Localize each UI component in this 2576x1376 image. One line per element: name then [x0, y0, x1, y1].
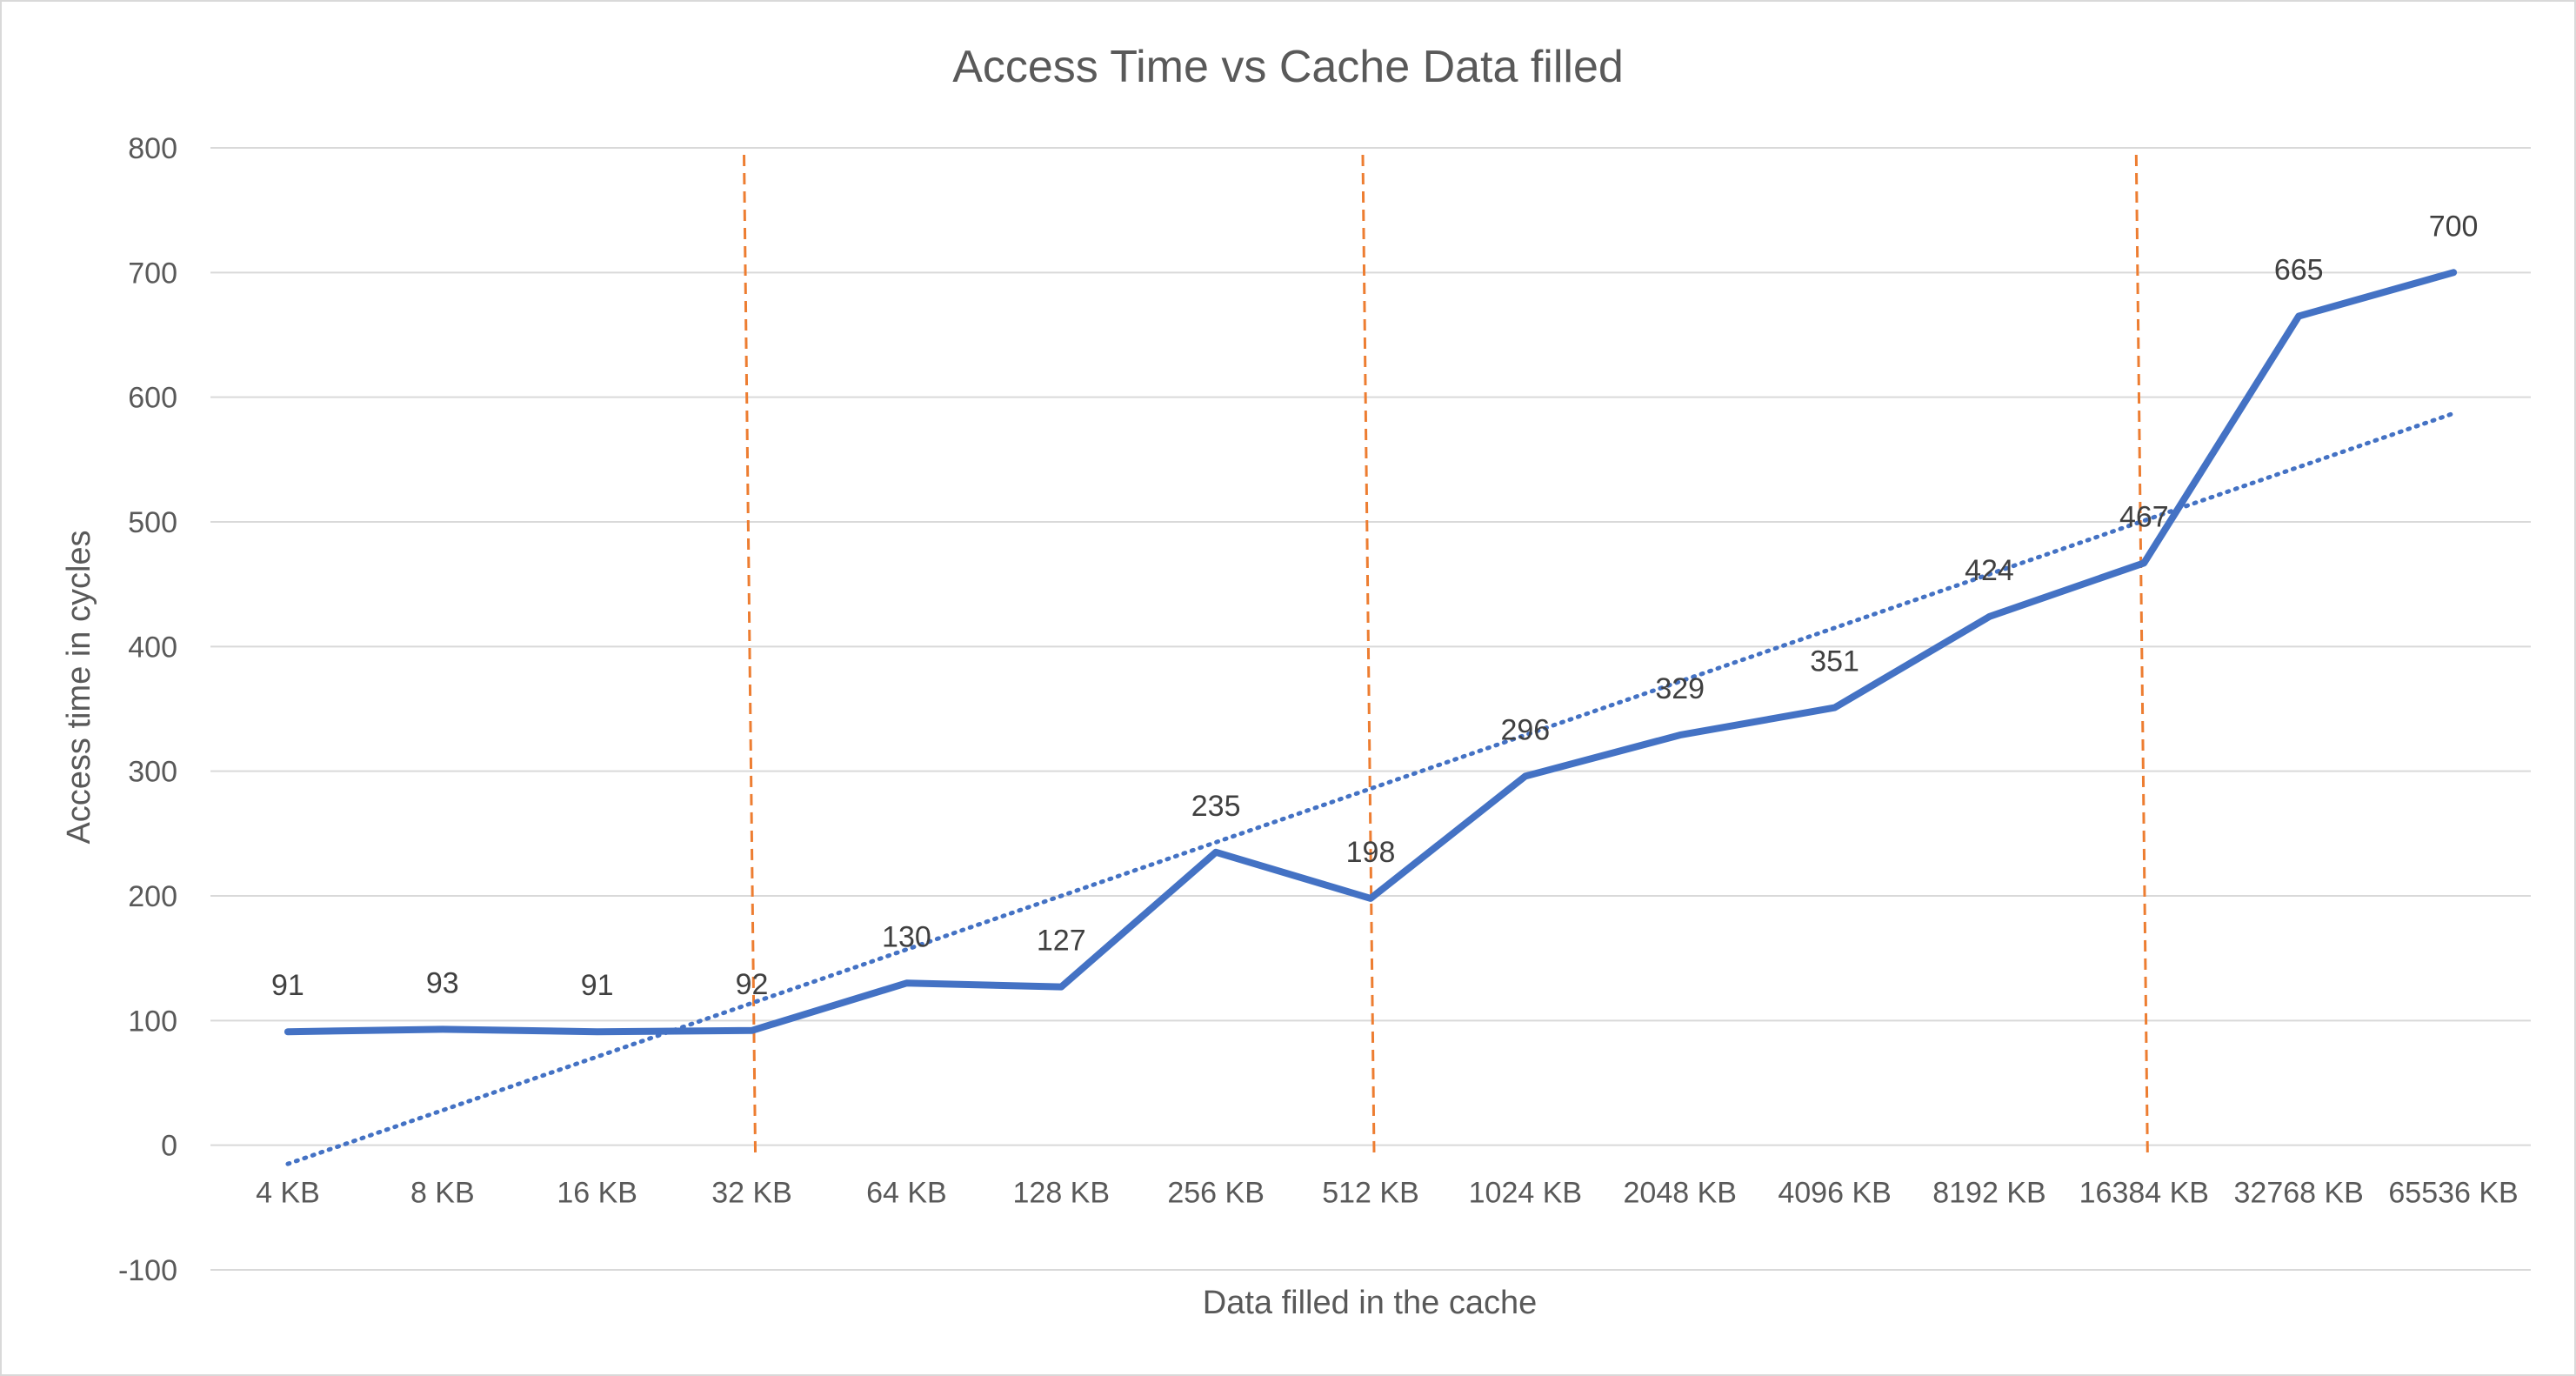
x-tick-label: 512 KB	[1322, 1177, 1419, 1210]
data-label: 91	[271, 969, 304, 1002]
x-tick-label: 65536 KB	[2388, 1177, 2518, 1210]
x-tick-label: 8192 KB	[1932, 1177, 2045, 1210]
y-axis-ticks: -100 0 100 200 300 400 500 600 700 800	[118, 132, 177, 1287]
data-label: 665	[2274, 254, 2324, 287]
y-tick-label: 600	[128, 382, 177, 415]
data-label: 91	[581, 969, 614, 1002]
y-axis-title: Access time in cycles	[61, 530, 97, 844]
data-label: 235	[1191, 790, 1241, 823]
data-label: 92	[736, 968, 769, 1001]
data-label: 329	[1655, 672, 1705, 705]
series-line	[284, 269, 2458, 1036]
x-tick-label: 2048 KB	[1624, 1177, 1737, 1210]
y-tick-label: 400	[128, 631, 177, 664]
data-label: 130	[882, 920, 931, 953]
x-tick-label: 32768 KB	[2234, 1177, 2364, 1210]
x-tick-label: 8 KB	[410, 1177, 475, 1210]
y-tick-label: 700	[128, 257, 177, 290]
reference-lines	[743, 154, 2149, 1154]
x-tick-label: 4 KB	[256, 1177, 320, 1210]
reference-line	[743, 154, 757, 1154]
trendline-layer	[285, 411, 2456, 1166]
series-layer	[284, 269, 2458, 1036]
x-tick-label: 32 KB	[711, 1177, 792, 1210]
x-tick-label: 1024 KB	[1469, 1177, 1582, 1210]
data-label: 93	[426, 966, 459, 999]
data-label: 351	[1810, 645, 1859, 678]
x-axis-ticks: 4 KB 8 KB 16 KB 32 KB 64 KB 128 KB 256 KB 512 K…	[256, 1177, 2519, 1210]
data-label: 467	[2119, 500, 2169, 533]
y-tick-label: 200	[128, 880, 177, 913]
data-label: 296	[1500, 713, 1550, 746]
x-tick-label: 128 KB	[1013, 1177, 1111, 1210]
reference-line	[1361, 154, 1376, 1154]
data-label: 127	[1037, 925, 1086, 958]
x-tick-label: 64 KB	[866, 1177, 947, 1210]
reference-line	[2134, 154, 2149, 1154]
x-tick-label: 256 KB	[1167, 1177, 1265, 1210]
y-tick-label: 100	[128, 1005, 177, 1038]
chart-title: Access Time vs Cache Data filled	[952, 42, 1624, 92]
x-tick-label: 16 KB	[557, 1177, 637, 1210]
y-tick-label: 500	[128, 506, 177, 539]
x-tick-label: 4096 KB	[1778, 1177, 1891, 1210]
x-axis-title: Data filled in the cache	[1203, 1285, 1537, 1321]
x-tick-label: 16384 KB	[2079, 1177, 2209, 1210]
gridlines	[210, 147, 2531, 1271]
data-label: 198	[1346, 836, 1396, 869]
trendline	[285, 411, 2456, 1166]
y-tick-label: 300	[128, 756, 177, 789]
y-tick-label: -100	[118, 1254, 177, 1287]
data-label: 700	[2429, 210, 2479, 243]
data-label: 424	[1965, 554, 2014, 587]
y-tick-label: 0	[161, 1130, 177, 1163]
data-labels: 91 93 91 92 130 127 235 198 296 329 351 424 467 665 70…	[271, 210, 2478, 1002]
y-tick-label: 800	[128, 132, 177, 165]
